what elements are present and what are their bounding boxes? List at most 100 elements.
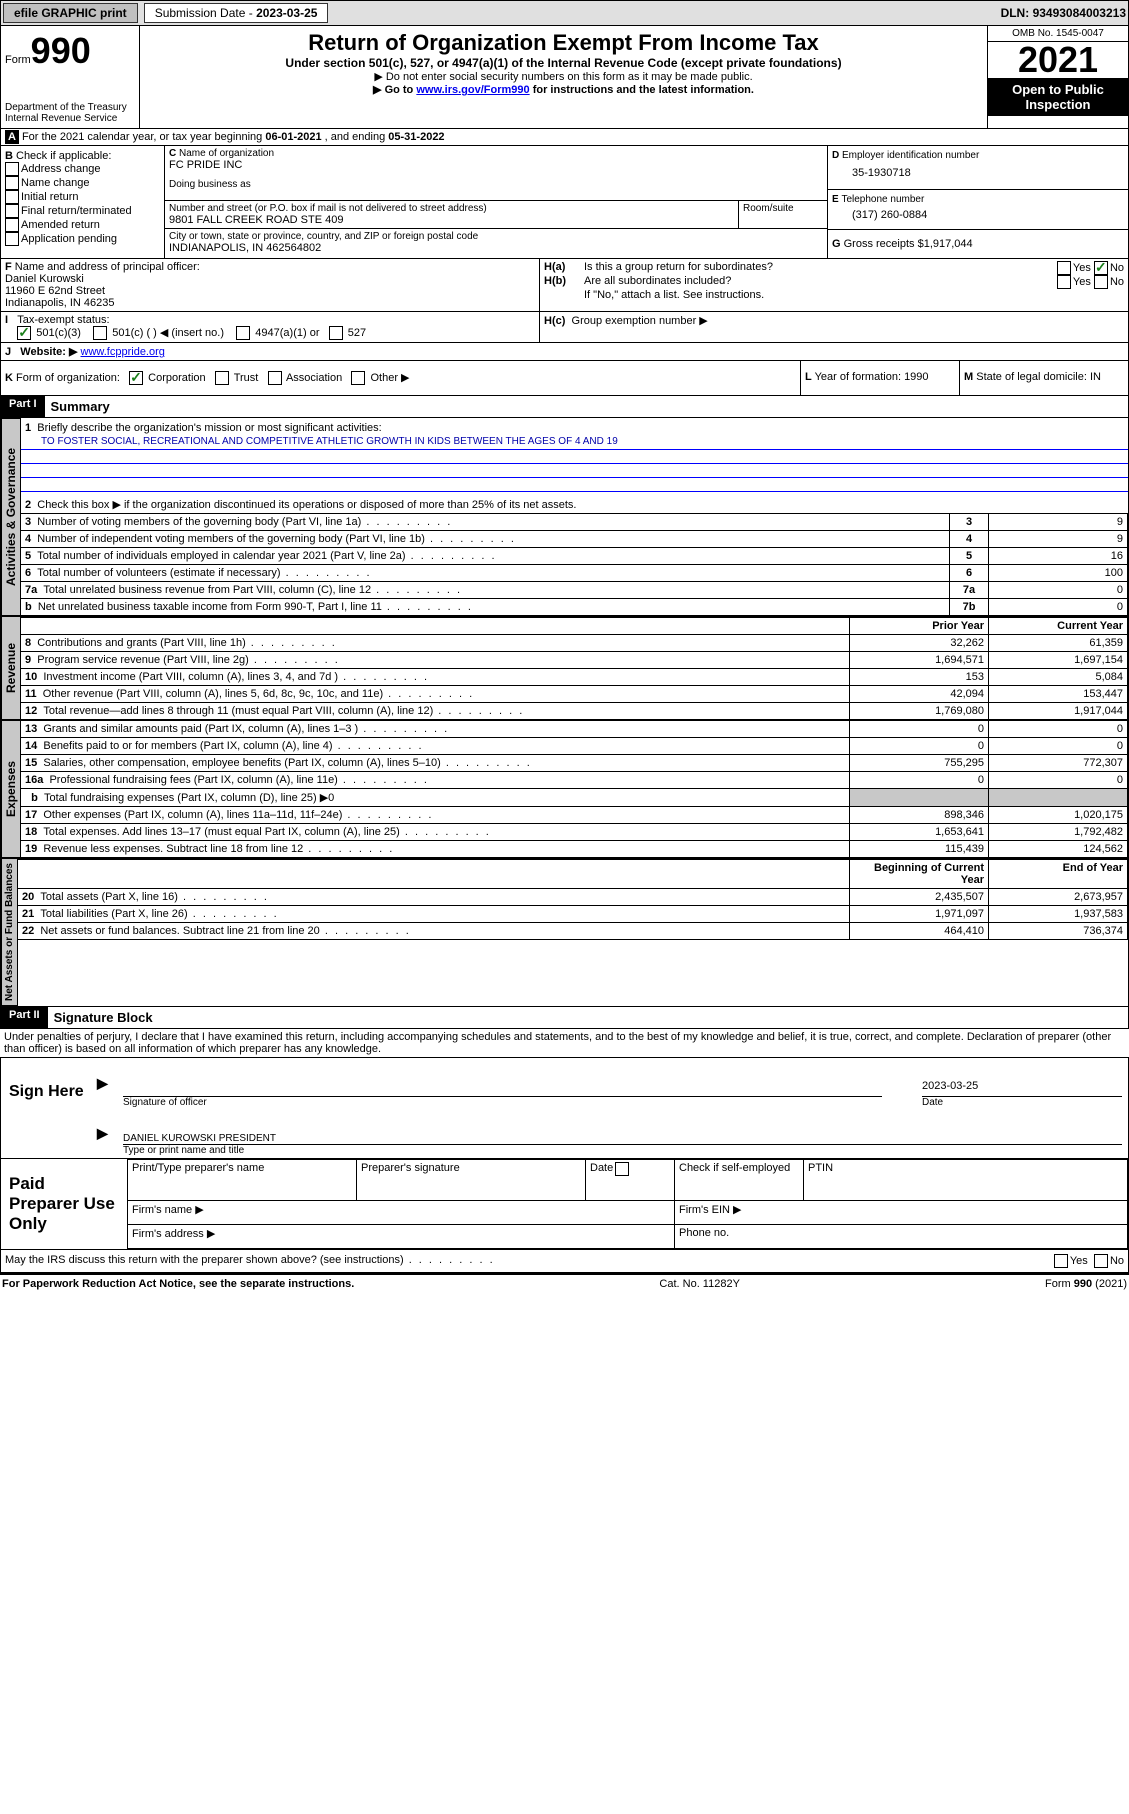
check-applicable: Check if applicable: bbox=[16, 150, 111, 162]
ha-question: Is this a group return for subordinates? bbox=[584, 261, 1057, 275]
cb-527[interactable] bbox=[329, 326, 343, 340]
part2-header: Part II bbox=[1, 1007, 48, 1028]
cb-501c3[interactable] bbox=[17, 326, 31, 340]
ein: 35-1930718 bbox=[832, 161, 1124, 185]
submission-date: Submission Date - 2023-03-25 bbox=[144, 3, 329, 23]
cb-other[interactable] bbox=[351, 371, 365, 385]
efile-print-button[interactable]: efile GRAPHIC print bbox=[3, 3, 138, 23]
may-discuss: May the IRS discuss this return with the… bbox=[5, 1254, 1054, 1268]
vert-netassets: Net Assets or Fund Balances bbox=[1, 858, 18, 1006]
vert-expenses: Expenses bbox=[1, 720, 21, 858]
may-no[interactable] bbox=[1094, 1254, 1108, 1268]
street-address: 9801 FALL CREEK ROAD STE 409 bbox=[169, 214, 734, 226]
telephone: (317) 260-0884 bbox=[832, 205, 1124, 225]
sign-here-label: Sign Here bbox=[1, 1058, 97, 1158]
ha-yes[interactable] bbox=[1057, 261, 1071, 275]
vert-governance: Activities & Governance bbox=[1, 418, 21, 616]
dba-label: Doing business as bbox=[169, 179, 823, 190]
form-label: Form bbox=[5, 54, 31, 66]
city-state-zip: INDIANAPOLIS, IN 462564802 bbox=[169, 242, 823, 254]
footer-right: Form 990 (2021) bbox=[1045, 1278, 1127, 1290]
cb-501c[interactable] bbox=[93, 326, 107, 340]
governance-table: 3 Number of voting members of the govern… bbox=[21, 513, 1128, 616]
phone-label: Telephone number bbox=[841, 194, 924, 205]
officer-name: Daniel Kurowski bbox=[5, 273, 84, 285]
officer-print-name: DANIEL KUROWSKI PRESIDENT bbox=[123, 1133, 276, 1144]
cb-assoc[interactable] bbox=[268, 371, 282, 385]
date-label: Date bbox=[922, 1097, 1122, 1108]
officer-label: Name and address of principal officer: bbox=[15, 261, 200, 273]
irs-link[interactable]: www.irs.gov/Form990 bbox=[416, 84, 529, 96]
cb-address-change[interactable]: Address change bbox=[5, 162, 160, 176]
prep-name-label: Print/Type preparer's name bbox=[128, 1160, 357, 1201]
org-name-label: Name of organization bbox=[179, 148, 274, 159]
part1-title: Summary bbox=[45, 396, 116, 417]
gross-receipts: 1,917,044 bbox=[924, 238, 973, 250]
form-title: Return of Organization Exempt From Incom… bbox=[144, 30, 983, 56]
form-header: Form990 Department of the Treasury Inter… bbox=[0, 26, 1129, 129]
footer-mid: Cat. No. 11282Y bbox=[659, 1278, 740, 1290]
topbar: efile GRAPHIC print Submission Date - 20… bbox=[0, 0, 1129, 26]
part1-header: Part I bbox=[1, 396, 45, 417]
hb-no[interactable] bbox=[1094, 275, 1108, 289]
section-i-hc: I Tax-exempt status: 501(c)(3) 501(c) ( … bbox=[0, 312, 1129, 343]
ha-no[interactable] bbox=[1094, 261, 1108, 275]
state-domicile: State of legal domicile: IN bbox=[976, 371, 1101, 383]
section-j: J Website: ▶ www.fcppride.org bbox=[0, 343, 1129, 361]
cb-self-employed[interactable] bbox=[615, 1162, 629, 1176]
footer: For Paperwork Reduction Act Notice, see … bbox=[0, 1275, 1129, 1293]
paid-preparer-block: Paid Preparer Use Only Print/Type prepar… bbox=[0, 1159, 1129, 1250]
declaration: Under penalties of perjury, I declare th… bbox=[0, 1029, 1129, 1057]
cb-4947[interactable] bbox=[236, 326, 250, 340]
section-k-l-m: K Form of organization: Corporation Trus… bbox=[0, 361, 1129, 396]
firm-name: Firm's name ▶ bbox=[128, 1201, 675, 1225]
part2-title: Signature Block bbox=[48, 1007, 159, 1028]
expenses-table: 13 Grants and similar amounts paid (Part… bbox=[21, 720, 1128, 858]
dln: DLN: 93493084003213 bbox=[1001, 6, 1126, 20]
subtitle-2: ▶ Do not enter social security numbers o… bbox=[144, 70, 983, 83]
section-b-to-g: B Check if applicable: Address change Na… bbox=[0, 146, 1129, 259]
h-ifno: If "No," attach a list. See instructions… bbox=[544, 289, 1124, 301]
vert-revenue: Revenue bbox=[1, 616, 21, 720]
ein-label: Employer identification number bbox=[842, 150, 979, 161]
cb-amended[interactable]: Amended return bbox=[5, 218, 160, 232]
section-f-h: F Name and address of principal officer:… bbox=[0, 259, 1129, 312]
may-yes[interactable] bbox=[1054, 1254, 1068, 1268]
sig-officer-label: Signature of officer bbox=[123, 1097, 882, 1108]
cb-final-return[interactable]: Final return/terminated bbox=[5, 204, 160, 218]
line2-text: Check this box ▶ if the organization dis… bbox=[37, 499, 576, 511]
addr-label: Number and street (or P.O. box if mail i… bbox=[169, 203, 734, 214]
hb-yes[interactable] bbox=[1057, 275, 1071, 289]
officer-addr1: 11960 E 62nd Street bbox=[5, 285, 105, 297]
line1-label: Briefly describe the organization's miss… bbox=[37, 422, 381, 434]
mission-text: TO FOSTER SOCIAL, RECREATIONAL AND COMPE… bbox=[21, 436, 1128, 450]
cb-initial-return[interactable]: Initial return bbox=[5, 190, 160, 204]
footer-left: For Paperwork Reduction Act Notice, see … bbox=[2, 1278, 354, 1290]
revenue-table: Prior YearCurrent Year 8 Contributions a… bbox=[21, 616, 1128, 720]
cb-trust[interactable] bbox=[215, 371, 229, 385]
tax-exempt-label: Tax-exempt status: bbox=[17, 314, 109, 326]
line-a: AFor the 2021 calendar year, or tax year… bbox=[0, 129, 1129, 146]
city-label: City or town, state or province, country… bbox=[169, 231, 823, 242]
tax-year: 2021 bbox=[988, 42, 1128, 78]
form-number: 990 bbox=[31, 30, 91, 71]
firm-phone: Phone no. bbox=[675, 1225, 1128, 1249]
sig-date: 2023-03-25 bbox=[922, 1080, 978, 1092]
paid-preparer-label: Paid Preparer Use Only bbox=[1, 1159, 127, 1249]
subtitle-3: ▶ Go to www.irs.gov/Form990 for instruct… bbox=[144, 83, 983, 96]
prep-date-label: Date bbox=[586, 1160, 675, 1201]
open-public: Open to Public Inspection bbox=[988, 78, 1128, 116]
print-name-label: Type or print name and title bbox=[123, 1145, 1122, 1156]
room-suite: Room/suite bbox=[739, 201, 827, 228]
hc-label: Group exemption number ▶ bbox=[572, 315, 708, 327]
cb-name-change[interactable]: Name change bbox=[5, 176, 160, 190]
prep-sig-label: Preparer's signature bbox=[357, 1160, 586, 1201]
cb-app-pending[interactable]: Application pending bbox=[5, 232, 160, 246]
hb-question: Are all subordinates included? bbox=[584, 275, 1057, 289]
sign-here-block: Sign Here ▶▶ Signature of officer 2023-0… bbox=[0, 1057, 1129, 1159]
website-link[interactable]: www.fcppride.org bbox=[81, 346, 165, 358]
cb-corp[interactable] bbox=[129, 371, 143, 385]
dept-treasury: Department of the Treasury bbox=[5, 102, 135, 113]
irs: Internal Revenue Service bbox=[5, 113, 135, 124]
subtitle-1: Under section 501(c), 527, or 4947(a)(1)… bbox=[144, 56, 983, 70]
